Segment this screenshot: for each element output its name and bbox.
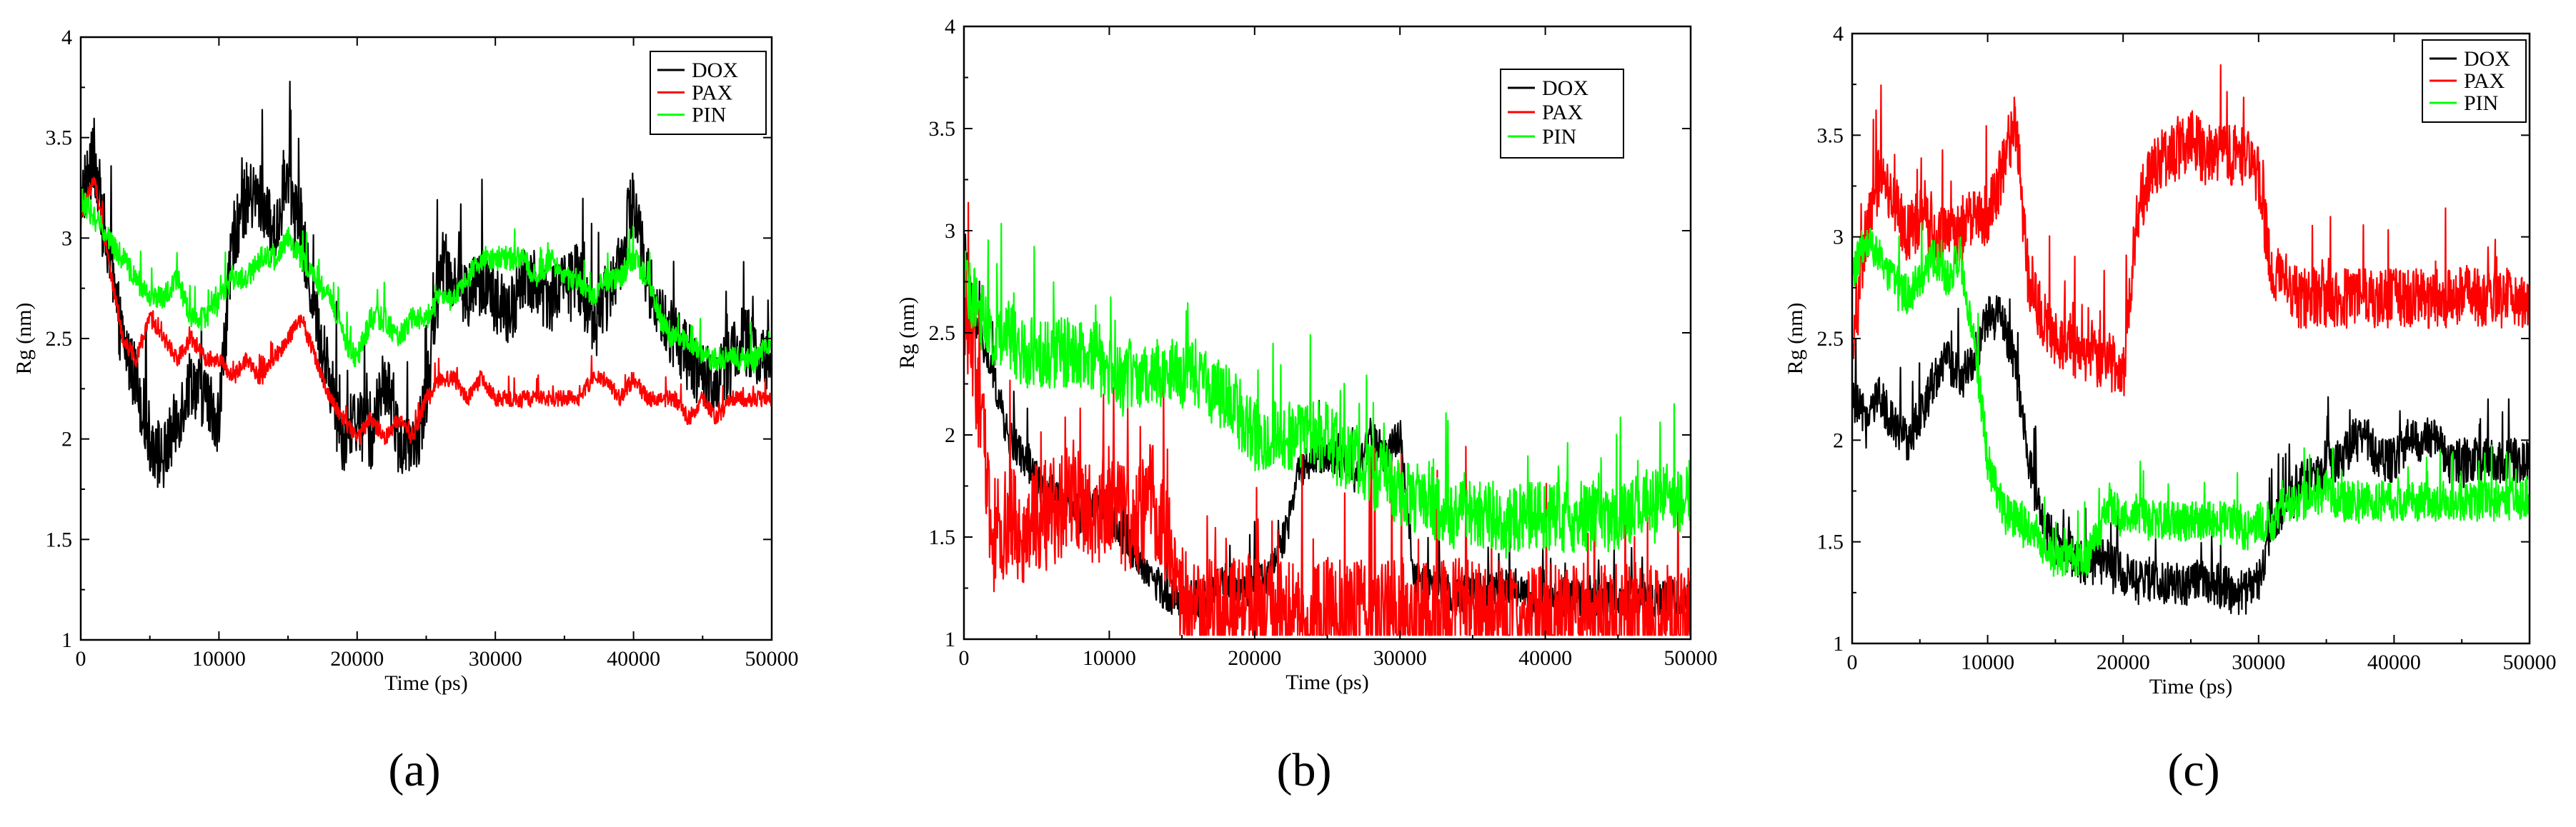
x-tick-label: 40000	[2367, 651, 2421, 674]
x-tick-label: 50000	[1664, 646, 1718, 670]
x-tick-label: 50000	[2503, 651, 2557, 674]
legend-label-pin: PIN	[2464, 91, 2498, 115]
y-tick-label: 2	[1833, 428, 1844, 452]
y-tick-label: 2	[945, 423, 955, 447]
y-tick-label: 4	[1833, 22, 1844, 46]
legend-label-pin: PIN	[692, 104, 726, 127]
series-line-pin	[1852, 221, 2530, 577]
y-tick-label: 2.5	[46, 327, 73, 351]
chart-panel-b: 0 10000 20000 30000 40000 50000 1 1.5 2 2.5 3 3.5 4 T…	[895, 15, 1718, 796]
x-tick-label: 50000	[745, 647, 799, 671]
y-tick-label: 3	[945, 219, 955, 243]
x-tick-label: 0	[1847, 651, 1858, 674]
chart-panel-c: 0 10000 20000 30000 40000 50000 1 1.5 2 2.5 3 3.5 4 T…	[1784, 22, 2557, 796]
y-axis-label: Rg (nm)	[895, 297, 919, 369]
y-axis-label: Rg (nm)	[1784, 303, 1807, 375]
legend-label-pax: PAX	[2464, 69, 2505, 93]
y-tick-label: 1.5	[929, 526, 956, 549]
panel-caption: (a)	[388, 744, 440, 796]
legend-label-pax: PAX	[1542, 101, 1583, 124]
panel-caption: (c)	[2167, 744, 2219, 796]
y-tick-label: 3.5	[46, 126, 73, 150]
y-tick-label: 1	[61, 628, 72, 652]
y-axis-label: Rg (nm)	[12, 303, 36, 375]
series-line-pin	[964, 223, 1691, 559]
y-tick-label: 2.5	[1817, 327, 1844, 351]
x-axis-label: Time (ps)	[384, 671, 467, 695]
x-tick-label: 20000	[2097, 651, 2150, 674]
series-line-dox	[81, 80, 772, 488]
y-tick-label: 2	[61, 428, 72, 451]
series-line-pin	[81, 187, 772, 374]
y-tick-label: 3	[61, 226, 72, 250]
x-tick-label: 0	[76, 647, 86, 671]
x-axis-label: Time (ps)	[1285, 671, 1368, 694]
legend-box	[1500, 69, 1624, 159]
x-axis-label: Time (ps)	[2149, 675, 2232, 698]
x-tick-label: 30000	[469, 647, 522, 671]
y-tick-label: 3	[1833, 226, 1844, 249]
legend-label-pin: PIN	[1542, 125, 1576, 149]
legend-label-dox: DOX	[1542, 76, 1588, 100]
series-line-dox	[1852, 295, 2530, 616]
panel-caption: (b)	[1277, 744, 1332, 796]
x-tick-label: 30000	[1373, 646, 1427, 670]
legend-label-dox: DOX	[2464, 47, 2510, 71]
series-line-pax	[1852, 64, 2530, 397]
legend-label-dox: DOX	[692, 59, 738, 82]
y-tick-label: 3.5	[929, 117, 956, 141]
y-tick-label: 1	[1833, 632, 1844, 656]
x-tick-label: 40000	[1518, 646, 1572, 670]
x-tick-label: 0	[959, 646, 970, 670]
x-tick-label: 10000	[1961, 651, 2014, 674]
x-tick-label: 10000	[192, 647, 246, 671]
x-tick-label: 20000	[330, 647, 384, 671]
series-line-pax	[81, 176, 772, 446]
y-tick-label: 4	[945, 15, 955, 39]
x-tick-label: 40000	[607, 647, 660, 671]
y-tick-label: 1.5	[46, 528, 73, 551]
y-tick-label: 2.5	[929, 321, 956, 345]
chart-panel-a: 0 10000 20000 30000 40000 50000 1 1.5 2 2.5 3 3.5 4 T…	[12, 26, 799, 796]
y-tick-label: 1.5	[1817, 531, 1844, 554]
x-tick-label: 30000	[2232, 651, 2285, 674]
x-tick-label: 10000	[1083, 646, 1136, 670]
y-tick-label: 3.5	[1817, 124, 1844, 147]
legend-label-pax: PAX	[692, 81, 733, 104]
y-tick-label: 1	[945, 628, 955, 651]
x-tick-label: 20000	[1228, 646, 1281, 670]
y-tick-label: 4	[61, 26, 72, 49]
